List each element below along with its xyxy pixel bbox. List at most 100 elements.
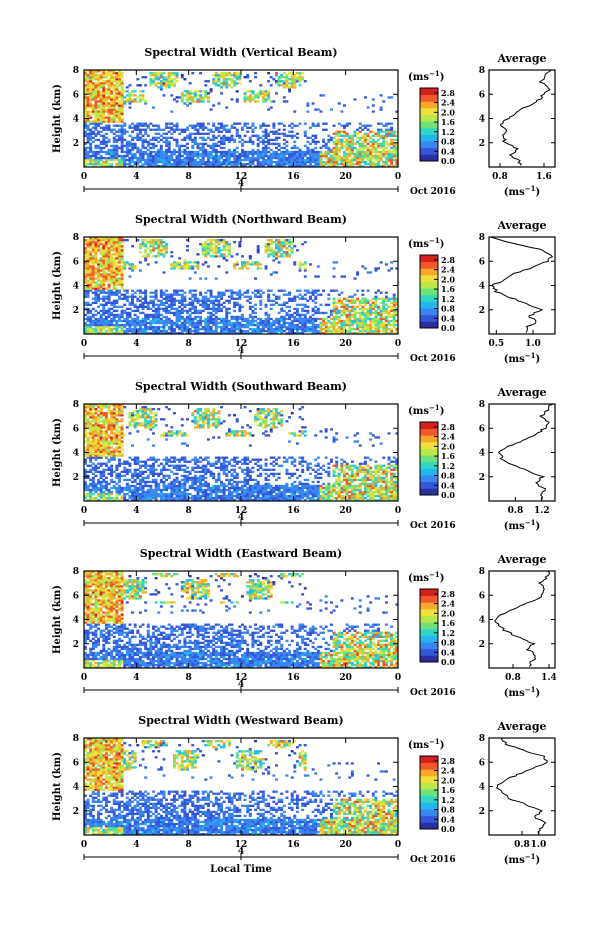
heatmap-cell <box>112 106 116 109</box>
heatmap-cell <box>86 317 90 321</box>
heatmap-cell <box>91 245 95 248</box>
heatmap-cell <box>220 329 223 333</box>
heatmap-cell <box>144 146 148 150</box>
heatmap-cell <box>306 305 310 309</box>
heatmap-cell <box>298 315 302 319</box>
heatmap-cell <box>102 136 106 140</box>
heatmap-cell <box>322 289 326 292</box>
heatmap-cell <box>293 331 297 335</box>
heatmap-cell <box>235 323 239 327</box>
heatmap-cell <box>361 297 365 300</box>
heatmap-cell <box>91 273 95 276</box>
heatmap-cell <box>350 160 354 164</box>
heatmap-cell <box>256 100 260 103</box>
heatmap-cell <box>220 160 223 164</box>
heatmap-cell <box>387 327 391 331</box>
heatmap-cell <box>86 267 90 270</box>
heatmap-cell <box>91 329 95 333</box>
heatmap-cell <box>222 321 226 325</box>
heatmap-cell <box>379 261 383 264</box>
heatmap-cell <box>154 152 158 156</box>
heatmap-cell <box>112 303 116 307</box>
heatmap-cell <box>309 319 312 323</box>
heatmap-cell <box>94 162 98 166</box>
heatmap-cell <box>118 317 121 321</box>
heatmap-cell <box>89 78 93 81</box>
heatmap-cell <box>183 323 187 327</box>
heatmap-cell <box>162 301 166 304</box>
heatmap-cell <box>246 329 250 333</box>
heatmap-cell <box>123 154 127 158</box>
heatmap-cell <box>120 245 124 248</box>
heatmap-cell <box>138 327 142 331</box>
heatmap-cell <box>159 239 163 242</box>
heatmap-cell <box>220 319 223 323</box>
heatmap-cell <box>152 321 155 325</box>
heatmap-cell <box>259 164 263 168</box>
heatmap-cell <box>183 319 187 323</box>
heatmap-cell <box>377 325 380 329</box>
heatmap-cell <box>165 249 169 252</box>
heatmap-cell <box>214 239 218 242</box>
heatmap-cell <box>89 279 93 282</box>
heatmap-cell <box>191 325 195 329</box>
heatmap-cell <box>84 450 87 453</box>
heatmap-cell <box>133 98 137 101</box>
heatmap-cell <box>298 78 302 81</box>
heatmap-cell <box>170 110 174 113</box>
heatmap-cell <box>196 122 200 125</box>
heatmap-cell <box>353 313 357 317</box>
heatmap-cell <box>110 86 114 89</box>
heatmap-cell <box>125 98 129 101</box>
day-marker-label: 4 <box>238 179 244 189</box>
colorbar-unit: (ms−1) <box>408 236 444 250</box>
heatmap-cell <box>369 160 373 164</box>
heatmap-cell <box>199 315 203 319</box>
heatmap-cell <box>159 156 163 160</box>
heatmap-cell <box>371 317 375 321</box>
heatmap-cell <box>204 150 208 154</box>
heatmap-cell <box>201 146 205 150</box>
heatmap-cell <box>319 329 323 333</box>
heatmap-cell <box>97 96 100 99</box>
heatmap-cell <box>120 126 124 129</box>
heatmap-cell <box>324 144 328 148</box>
heatmap-cell <box>193 299 197 302</box>
heatmap-cell <box>353 317 357 321</box>
heatmap-cell <box>390 160 394 164</box>
heatmap-cell <box>303 150 307 154</box>
heatmap-cell <box>91 281 95 284</box>
heatmap-cell <box>199 94 203 97</box>
heatmap-cell <box>141 241 145 244</box>
heatmap-cell <box>84 410 87 413</box>
heatmap-cell <box>186 128 189 131</box>
heatmap-cell <box>314 140 318 144</box>
heatmap-cell <box>209 90 213 93</box>
heatmap-cell <box>301 325 305 329</box>
heatmap-cell <box>193 90 197 93</box>
heatmap-cell <box>290 329 294 333</box>
heatmap-cell <box>136 158 140 162</box>
heatmap-cell <box>201 297 205 300</box>
heatmap-cell <box>209 146 213 150</box>
avg-profile-line <box>490 236 554 333</box>
heatmap-cell <box>230 138 234 142</box>
heatmap-cell <box>235 150 239 154</box>
heatmap-cell <box>212 138 216 142</box>
heatmap-cell <box>188 329 192 333</box>
heatmap-cell <box>102 321 106 325</box>
heatmap-cell <box>209 162 213 166</box>
heatmap-cell <box>162 315 166 319</box>
heatmap-cell <box>379 156 383 160</box>
heatmap-cell <box>220 154 223 158</box>
heatmap-cell <box>86 301 90 304</box>
heatmap-cell <box>377 331 380 335</box>
heatmap-cell <box>340 319 344 323</box>
heatmap-cell <box>183 321 187 325</box>
heatmap-cell <box>314 327 318 331</box>
heatmap-cell <box>112 325 116 329</box>
heatmap-cell <box>115 293 119 296</box>
heatmap-cell <box>89 100 93 103</box>
heatmap-cell <box>146 301 150 304</box>
heatmap-cell <box>246 299 250 302</box>
